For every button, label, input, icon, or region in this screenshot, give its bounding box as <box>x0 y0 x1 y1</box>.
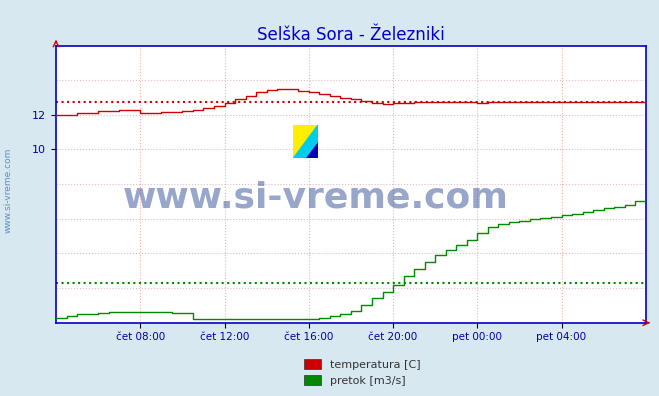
Text: www.si-vreme.com: www.si-vreme.com <box>123 181 509 215</box>
Text: www.si-vreme.com: www.si-vreme.com <box>3 147 13 233</box>
Polygon shape <box>293 125 318 158</box>
Polygon shape <box>306 141 318 158</box>
Legend: temperatura [C], pretok [m3/s]: temperatura [C], pretok [m3/s] <box>300 354 425 390</box>
Title: Selška Sora - Železniki: Selška Sora - Železniki <box>257 26 445 44</box>
Polygon shape <box>293 125 318 158</box>
